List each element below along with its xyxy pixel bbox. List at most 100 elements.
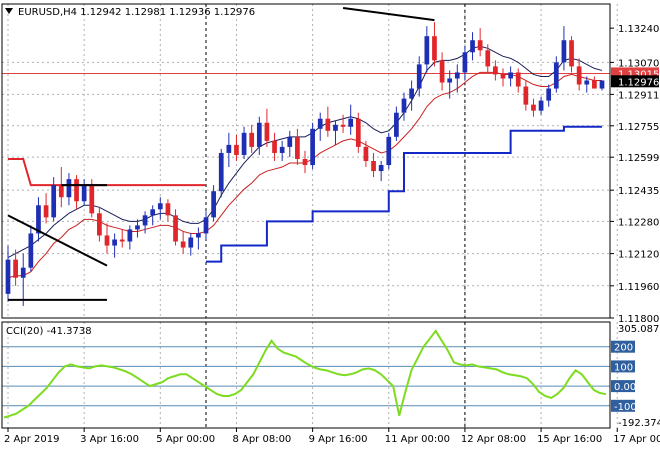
candle-bull [81,185,87,202]
y-tick-label: 1.12755 [618,122,659,133]
candle-bull [287,136,293,147]
candle-bull [157,203,163,210]
x-tick-label: 9 Apr 16:00 [309,434,368,445]
candle-bull [20,267,26,278]
cci-frame [1,321,611,429]
trailing-stop-line [206,125,602,263]
candle-bull [142,215,148,226]
cci-bottom-label: -192.3741 [618,418,660,429]
candle-bull [394,112,399,137]
candle-bull [386,136,392,166]
chart-header: EURUSD,H4 1.12942 1.12981 1.12936 1.1297… [5,7,255,18]
candle-bear [493,66,498,75]
x-tick-label: 8 Apr 08:00 [232,434,291,445]
candle-bear [180,241,186,248]
triangle-down-icon[interactable] [5,8,13,14]
candle-bear [119,239,125,242]
y-tick-label: 1.13240 [618,24,659,35]
x-tick-label: 5 Apr 00:00 [156,434,215,445]
candle-bull [5,259,11,294]
candle-bull [553,62,559,89]
candle-bull [584,80,590,85]
candle-bull [599,80,605,89]
candle-bull [203,217,209,234]
candle-bear [165,203,171,216]
candle-bull [135,225,140,230]
cci-level-tag-bg [611,340,635,353]
main-plot [2,7,610,306]
candle-bull [150,209,156,216]
x-tick-label: 12 Apr 08:00 [461,434,526,445]
candle-bear [43,205,49,218]
cci-level-tag: 200 [614,343,633,354]
candle-bull [112,239,117,246]
candle-bull [196,233,201,238]
candle-bull [28,233,34,268]
candle-bear [74,179,79,202]
trend-line [7,214,108,267]
candle-bear [371,161,376,172]
y-tick-label: 1.13070 [618,58,659,69]
candle-bull [218,152,224,192]
candle-bull [188,237,194,248]
candle-bull [66,179,72,198]
candle-bear [272,140,277,153]
candle-bull [211,191,216,218]
candle-bull [36,205,41,234]
cci-label: CCI(20) -41.3738 [6,326,92,337]
resistance-step-line [8,157,206,187]
x-tick-label: 2 Apr 2019 [4,434,59,445]
candle-bull [317,118,323,129]
candle-bear [485,50,491,67]
x-tick-label: 3 Apr 16:00 [80,434,139,445]
candle-bear [234,144,239,155]
candle-bear [576,66,582,85]
candle-bear [249,132,255,147]
candle-bear [523,86,529,105]
y-tick-label: 1.12435 [618,186,659,197]
y-tick-label: 1.12120 [618,250,659,261]
candle-bull [454,72,460,79]
cci-level-tag: 0.00 [614,382,636,393]
y-tick-label: 1.12599 [618,153,659,164]
cci-line [3,329,607,419]
candle-bear [295,136,300,159]
candle-bull [462,52,468,73]
candle-bear [477,40,483,51]
candle-bull [508,72,513,79]
x-tick-label: 11 Apr 00:00 [385,434,450,445]
candle-bear [264,122,270,141]
axes: 1.13240 1.13070 1.12911 1.12755 1.12599 1.124… [1,3,660,445]
candle-bull [51,185,57,218]
candle-bull [310,128,315,166]
cci-level-tag-bg [611,360,635,373]
candle-bull [378,165,384,172]
candle-bull [241,132,247,155]
cci-level-tag: -100 [614,402,637,413]
candle-bull [348,118,354,127]
candle-bear [439,60,445,83]
y-tick-label: 1.12280 [618,217,659,228]
candle-bull [447,78,453,83]
cci-level-tag-bg [611,380,635,393]
cci-header: CCI(20) -41.3738 [6,326,92,337]
candle-bear [363,146,369,161]
candle-bull [538,100,544,111]
candle-bull [561,40,567,63]
candle-bull [409,88,414,99]
candle-bear [432,36,437,61]
candle-bear [515,72,521,87]
x-tick-label: 17 Apr 00:00 [613,434,660,445]
ma-navy-line [7,45,603,259]
candle-bull [226,144,232,153]
current-price-tag-bg [611,75,659,88]
cci-top-label: 305.0871 [618,324,660,335]
candle-bear [569,40,574,67]
candle-bear [173,215,178,242]
symbol-ohlc-label: EURUSD,H4 1.12942 1.12981 1.12936 1.1297… [18,7,255,18]
cci-plot [2,329,610,419]
candle-bear [592,80,597,89]
trend-line [342,7,435,22]
candle-bear [531,104,536,111]
